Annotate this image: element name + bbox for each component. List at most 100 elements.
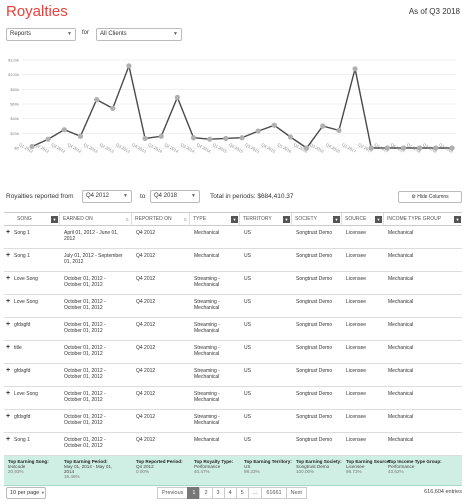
table-cell: Mechanical xyxy=(388,299,414,305)
data-point xyxy=(255,128,261,134)
per-page-select[interactable]: 10 per page ▼ xyxy=(6,487,46,499)
column-header-type[interactable]: TYPE ▼ xyxy=(190,213,240,226)
table-row[interactable]: + Love Song October 01, 2012 - October 01,… xyxy=(4,272,462,295)
table-cell: Songtrust Demo xyxy=(296,230,333,236)
column-header-source[interactable]: SOURCE ▼ xyxy=(342,213,384,226)
page-button[interactable]: 61661 xyxy=(261,487,287,499)
x-tick-label: Q1 2012 xyxy=(18,142,34,154)
summary-pct: 40.47% xyxy=(194,469,210,474)
expand-row-icon[interactable]: + xyxy=(6,413,11,420)
filter-icon[interactable]: ▼ xyxy=(454,216,461,223)
y-tick-label: $0 xyxy=(15,146,20,151)
table-cell: Q4 2012 xyxy=(136,276,156,282)
data-point xyxy=(417,145,423,151)
sort-icon[interactable]: ⇅ xyxy=(183,217,187,222)
filter-icon[interactable]: ▼ xyxy=(231,216,238,223)
table-row[interactable]: + gfdsgfd October 01, 2012 - October 01, 2… xyxy=(4,318,462,341)
page-button[interactable]: ... xyxy=(247,487,263,499)
hide-columns-button[interactable]: ⚙ Hide Columns xyxy=(398,191,462,203)
expand-row-icon[interactable]: + xyxy=(6,436,11,443)
filter-row: Reports ▼ for All Clients ▼ xyxy=(6,28,306,41)
table-row[interactable]: + Love Song October 01, 2012 - October 01,… xyxy=(4,387,462,410)
table-row[interactable]: + Love Song October 01, 2012 - October 01,… xyxy=(4,295,462,318)
table-cell: Songtrust Demo xyxy=(296,368,333,374)
column-header-label: SOCIETY xyxy=(295,216,317,222)
table-row[interactable]: + Song 1 July 01, 2012 - September 01, 201… xyxy=(4,249,462,272)
column-header-territory[interactable]: TERRITORY ▼ xyxy=(240,213,292,226)
table-cell: October 01, 2012 - October 01, 2012 xyxy=(64,391,106,403)
summary-cell: Top Royalty Type: Performance 40.47% xyxy=(194,459,248,474)
table-cell: US xyxy=(244,414,251,420)
data-point xyxy=(223,135,229,142)
expand-row-icon[interactable]: + xyxy=(6,298,11,305)
column-header-label: TYPE xyxy=(193,216,207,222)
expand-row-icon[interactable]: + xyxy=(6,344,11,351)
column-header-song[interactable]: SONG ▼ xyxy=(4,213,60,226)
page-button[interactable]: 5 xyxy=(235,487,249,499)
table-cell: July 01, 2012 - September 01, 2012 xyxy=(64,253,123,265)
table-cell: title xyxy=(14,345,22,351)
table-cell: Q4 2012 xyxy=(136,299,156,305)
summary-title: Top Reported Period: xyxy=(136,459,183,464)
page-button[interactable]: Next xyxy=(285,487,307,499)
sort-icon[interactable]: ⇅ xyxy=(125,217,129,222)
table-cell: US xyxy=(244,391,251,397)
table-cell: Q4 2012 xyxy=(136,368,156,374)
data-point xyxy=(433,145,439,151)
data-point xyxy=(304,145,310,151)
data-point xyxy=(45,136,51,142)
filter-icon[interactable]: ▼ xyxy=(283,216,290,223)
from-period-select[interactable]: Q4 2012 ▼ xyxy=(82,190,132,203)
y-tick-label: $40k xyxy=(10,116,19,121)
table-cell: Streaming - Mechanical xyxy=(194,322,220,334)
summary-cell: Top Earning Territory: US 98.33% xyxy=(244,459,298,474)
page-button[interactable]: Previous xyxy=(157,487,189,499)
summary-value: Performance xyxy=(194,464,221,469)
expand-row-icon[interactable]: + xyxy=(6,390,11,397)
summary-cell: Top Earning Song: textcode 20.93% xyxy=(8,459,62,474)
reports-select[interactable]: Reports ▼ xyxy=(6,28,76,41)
table-cell: Q4 2012 xyxy=(136,253,156,259)
y-tick-label: $100k xyxy=(8,72,19,77)
column-header-earned-on[interactable]: EARNED ON ⇅ xyxy=(60,213,132,226)
table-cell: US xyxy=(244,230,251,236)
filter-icon[interactable]: ▼ xyxy=(375,216,382,223)
table-cell: Mechanical xyxy=(194,437,220,443)
filter-icon[interactable]: ▼ xyxy=(51,216,58,223)
table-cell: Streaming - Mechanical xyxy=(194,391,220,403)
summary-title: Top Income Type Group: xyxy=(388,459,442,464)
table-cell: Mechanical xyxy=(388,322,414,328)
clients-select[interactable]: All Clients ▼ xyxy=(96,28,182,41)
chevron-down-icon: ▼ xyxy=(191,193,196,199)
data-point xyxy=(110,105,116,111)
table-cell: October 01, 2012 - October 01, 2012 xyxy=(64,299,106,311)
table-cell: US xyxy=(244,253,251,259)
expand-row-icon[interactable]: + xyxy=(6,252,11,259)
total-label: Total in periods: $684,410.37 xyxy=(210,193,294,200)
summary-title: Top Royalty Type: xyxy=(194,459,234,464)
expand-row-icon[interactable]: + xyxy=(6,321,11,328)
table-cell: Licensee xyxy=(346,437,367,443)
column-header-society[interactable]: SOCIETY ▼ xyxy=(292,213,342,226)
filter-icon[interactable]: ▼ xyxy=(333,216,340,223)
summary-cell: Top Reported Period: Q4 2012 0.00% xyxy=(136,459,190,474)
table-cell: October 01, 2012 - October 01, 2012 xyxy=(64,414,106,426)
table-cell: Streaming - Mechanical xyxy=(194,368,220,380)
from-period-value: Q4 2012 xyxy=(86,193,110,199)
to-period-select[interactable]: Q4 2018 ▼ xyxy=(150,190,200,203)
column-header-reported-on[interactable]: REPORTED ON ⇅ xyxy=(132,213,190,226)
table-row[interactable]: + Song 1 April 01, 2012 - June 01, 2012 Q4 … xyxy=(4,226,462,249)
column-header-income-type-group[interactable]: INCOME TYPE GROUP ▼ xyxy=(384,213,462,226)
table-cell: Q4 2012 xyxy=(136,414,156,420)
expand-row-icon[interactable]: + xyxy=(6,367,11,374)
table-cell: US xyxy=(244,368,251,374)
table-row[interactable]: + title October 01, 2012 - October 01, 201… xyxy=(4,341,462,364)
page-button[interactable]: 3 xyxy=(211,487,225,499)
table-row[interactable]: + gfdsgfd October 01, 2012 - October 01, 2… xyxy=(4,364,462,387)
table-row[interactable]: + Song 1 October 01, 2012 - October 01, 20… xyxy=(4,433,462,456)
table-row[interactable]: + gfdsgfd October 01, 2012 - October 01, 2… xyxy=(4,410,462,433)
expand-row-icon[interactable]: + xyxy=(6,229,11,236)
data-point xyxy=(158,133,164,139)
data-point xyxy=(126,63,132,69)
expand-row-icon[interactable]: + xyxy=(6,275,11,282)
